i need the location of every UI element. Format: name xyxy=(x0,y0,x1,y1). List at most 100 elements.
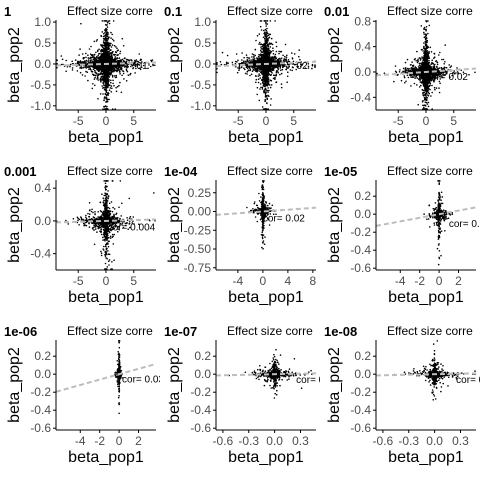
data-point xyxy=(92,66,94,68)
data-point xyxy=(81,74,84,76)
data-point xyxy=(260,20,263,22)
data-point xyxy=(238,65,241,68)
data-point xyxy=(270,98,272,100)
data-point xyxy=(115,67,117,69)
data-point xyxy=(97,98,99,100)
data-point xyxy=(90,45,92,48)
data-point xyxy=(76,70,79,72)
data-point xyxy=(272,74,275,76)
data-point xyxy=(114,76,117,79)
data-point xyxy=(105,84,107,86)
data-point xyxy=(100,50,102,53)
data-point xyxy=(281,68,284,71)
data-point xyxy=(119,73,121,75)
data-point xyxy=(97,77,99,79)
data-point xyxy=(115,86,117,89)
data-point xyxy=(266,68,268,70)
data-point xyxy=(250,73,253,76)
data-point xyxy=(268,54,271,57)
data-point xyxy=(262,70,265,73)
data-point xyxy=(101,31,104,33)
data-point xyxy=(280,69,282,72)
data-point xyxy=(104,36,107,39)
data-point xyxy=(104,67,106,70)
data-point xyxy=(262,108,265,110)
data-point xyxy=(269,49,271,52)
data-point xyxy=(86,71,89,73)
data-point xyxy=(113,40,115,42)
data-point xyxy=(114,53,116,56)
data-point xyxy=(71,60,73,63)
data-point xyxy=(307,65,310,68)
data-point xyxy=(85,63,88,65)
data-point xyxy=(115,90,118,93)
data-point xyxy=(245,61,248,63)
data-point xyxy=(106,41,109,44)
data-point xyxy=(259,74,261,77)
data-point xyxy=(264,92,267,95)
data-point xyxy=(266,52,269,55)
data-point xyxy=(280,57,283,60)
data-point xyxy=(85,52,87,55)
data-point xyxy=(101,45,103,48)
data-point xyxy=(106,47,109,49)
data-point xyxy=(94,76,96,79)
data-point xyxy=(112,20,115,22)
data-point xyxy=(231,61,234,64)
data-point xyxy=(127,74,130,76)
data-point xyxy=(307,63,310,65)
data-point xyxy=(278,50,280,53)
data-point xyxy=(115,46,117,48)
data-point xyxy=(99,93,102,95)
data-point xyxy=(107,20,110,23)
data-point xyxy=(74,59,77,61)
data-point xyxy=(116,67,119,70)
data-point xyxy=(268,33,271,36)
data-point xyxy=(258,55,260,58)
data-point xyxy=(254,69,256,71)
data-point xyxy=(106,69,109,72)
data-point xyxy=(254,67,256,70)
data-point xyxy=(105,50,108,52)
data-point xyxy=(125,58,128,61)
data-point xyxy=(104,57,106,60)
data-point xyxy=(94,74,96,77)
data-point xyxy=(258,33,261,35)
data-point xyxy=(88,62,90,64)
data-point xyxy=(280,72,283,75)
x-tick-label: -5 xyxy=(73,114,84,128)
data-point xyxy=(105,89,107,91)
data-point xyxy=(88,68,90,70)
data-point xyxy=(61,58,64,61)
data-point xyxy=(103,37,106,40)
data-point xyxy=(262,73,264,76)
data-point xyxy=(104,29,106,32)
data-point xyxy=(93,56,95,58)
data-point xyxy=(279,65,282,68)
data-point xyxy=(279,67,282,69)
panel-tag: 0.01 xyxy=(324,4,349,19)
data-point xyxy=(104,74,107,76)
data-point xyxy=(105,41,108,44)
data-point xyxy=(295,63,297,66)
data-point xyxy=(80,22,82,25)
data-point xyxy=(103,56,105,58)
data-point xyxy=(116,57,119,60)
data-point xyxy=(261,88,264,90)
data-point xyxy=(216,71,218,74)
data-point xyxy=(276,70,278,73)
data-point xyxy=(97,49,99,52)
data-point xyxy=(109,58,112,60)
data-point xyxy=(243,67,245,69)
data-point xyxy=(258,73,260,75)
data-point xyxy=(97,74,99,77)
data-point xyxy=(277,71,279,74)
data-point xyxy=(119,71,121,73)
data-point xyxy=(269,68,272,70)
data-point xyxy=(85,70,87,73)
data-point xyxy=(272,50,274,52)
data-point xyxy=(262,36,265,39)
data-point xyxy=(105,101,107,103)
data-point xyxy=(267,37,270,39)
x-tick-label: 5 xyxy=(290,114,297,128)
